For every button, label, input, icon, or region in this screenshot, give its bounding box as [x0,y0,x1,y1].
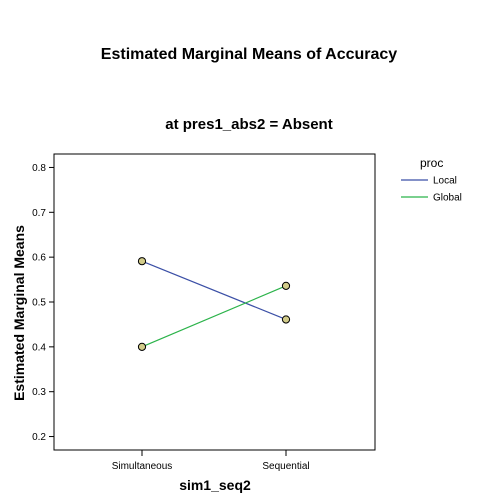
chart-subtitle: at pres1_abs2 = Absent [165,116,332,133]
y-tick-label: 0.4 [32,342,46,353]
legend: proc Local Global [401,156,462,204]
chart-title: Estimated Marginal Means of Accuracy [101,46,397,63]
data-point-local [281,315,291,324]
y-tick-label: 0.3 [32,387,46,398]
x-axis-label: sim1_seq2 [179,477,251,493]
y-axis: 0.2 0.3 0.4 0.5 0.6 0.7 0.8 [32,163,54,443]
data-point-local [137,257,147,266]
series-line-global [141,285,287,348]
legend-label-global: Global [433,193,462,204]
y-axis-label: Estimated Marginal Means [11,225,27,401]
y-tick-label: 0.2 [32,432,46,443]
plot-frame [53,153,376,451]
y-tick-label: 0.6 [32,253,46,264]
data-point-global [281,281,291,290]
series-line-local [141,260,287,321]
series-layer [141,260,287,348]
y-tick-label: 0.7 [32,208,46,219]
legend-items: Local Global [401,176,462,204]
data-point-global [137,342,147,351]
legend-label-local: Local [433,176,457,187]
y-tick-label: 0.5 [32,298,46,309]
x-tick-label: Sequential [262,461,309,472]
x-tick-label: Simultaneous [112,461,173,472]
marker-layer [137,257,291,351]
y-tick-label: 0.8 [32,163,46,174]
legend-title: proc [420,156,443,170]
x-axis: Simultaneous Sequential [112,450,310,472]
